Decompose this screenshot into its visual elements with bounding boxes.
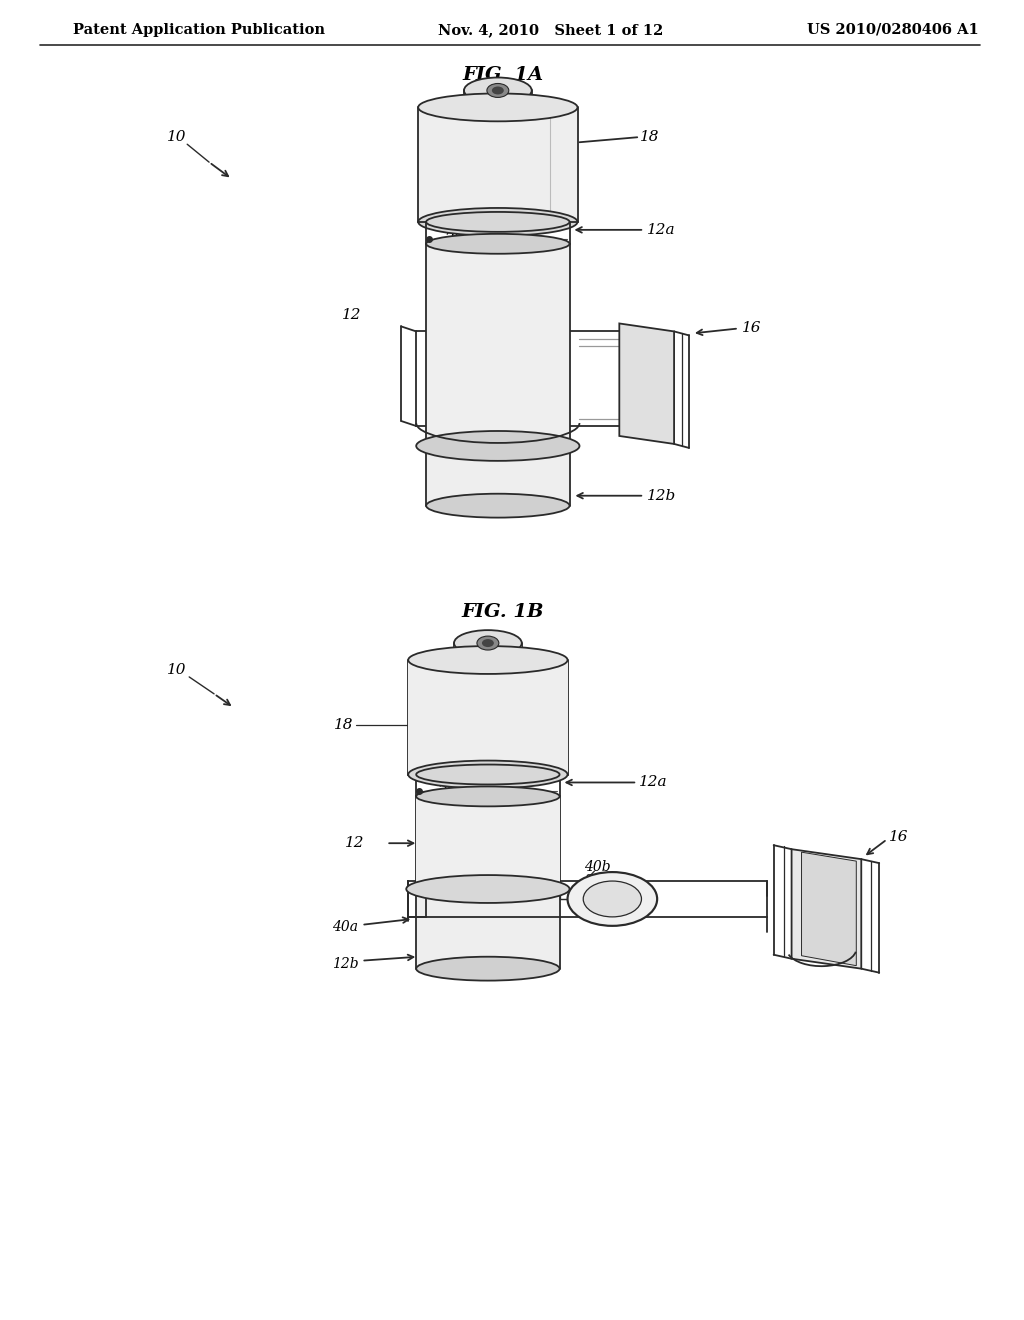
Polygon shape [464, 91, 531, 107]
Text: 16: 16 [889, 830, 908, 845]
Ellipse shape [454, 630, 522, 656]
Text: FIG. 1A: FIG. 1A [462, 66, 544, 83]
Ellipse shape [426, 494, 569, 517]
Polygon shape [416, 888, 559, 969]
Polygon shape [418, 107, 578, 222]
Polygon shape [454, 643, 522, 660]
Ellipse shape [486, 83, 509, 98]
Text: 12a: 12a [639, 775, 668, 789]
Ellipse shape [416, 787, 559, 807]
Ellipse shape [567, 873, 657, 925]
Text: 40b: 40b [585, 861, 611, 874]
Ellipse shape [482, 639, 494, 647]
Text: 18: 18 [640, 131, 659, 144]
Ellipse shape [426, 213, 569, 232]
Polygon shape [416, 796, 559, 888]
Text: 10: 10 [167, 663, 186, 677]
Text: FIG. 1B: FIG. 1B [462, 603, 544, 622]
Ellipse shape [492, 87, 504, 95]
Polygon shape [426, 446, 569, 506]
Ellipse shape [416, 764, 559, 784]
Text: 10: 10 [167, 131, 186, 144]
Ellipse shape [477, 636, 499, 649]
Ellipse shape [409, 645, 567, 675]
Polygon shape [620, 323, 674, 444]
Text: 12: 12 [345, 836, 365, 850]
Text: 12a: 12a [647, 223, 676, 236]
Text: 12b: 12b [332, 957, 358, 970]
Ellipse shape [418, 209, 578, 236]
Polygon shape [802, 853, 856, 966]
Polygon shape [426, 244, 569, 446]
Text: 20: 20 [437, 784, 457, 799]
Ellipse shape [418, 94, 578, 121]
Text: Nov. 4, 2010   Sheet 1 of 12: Nov. 4, 2010 Sheet 1 of 12 [438, 22, 664, 37]
Ellipse shape [409, 760, 567, 788]
Ellipse shape [416, 957, 559, 981]
Polygon shape [409, 660, 567, 775]
Text: Patent Application Publication: Patent Application Publication [73, 22, 325, 37]
Text: US 2010/0280406 A1: US 2010/0280406 A1 [807, 22, 978, 37]
Text: 20: 20 [444, 232, 464, 246]
Text: 28: 28 [585, 874, 602, 888]
Ellipse shape [416, 432, 580, 461]
Text: 12b: 12b [647, 488, 677, 503]
Ellipse shape [426, 234, 569, 253]
Ellipse shape [584, 880, 641, 917]
Ellipse shape [464, 78, 531, 103]
Text: 12: 12 [342, 309, 361, 322]
Text: 16: 16 [741, 322, 761, 335]
Text: 18: 18 [334, 718, 353, 731]
Ellipse shape [407, 875, 569, 903]
Polygon shape [792, 849, 861, 969]
Text: 40a: 40a [332, 920, 357, 933]
